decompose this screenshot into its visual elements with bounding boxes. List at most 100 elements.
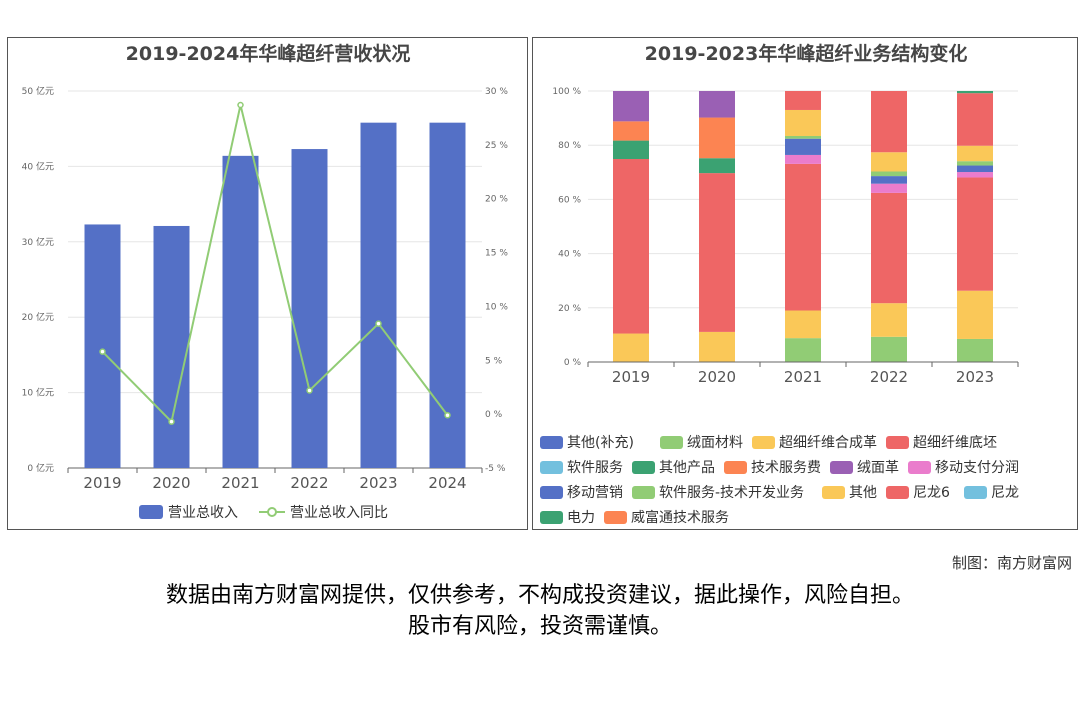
- legend-label: 电力: [567, 510, 595, 526]
- stack-segment: [871, 152, 907, 172]
- stack-segment: [957, 161, 993, 166]
- stack-segment: [871, 183, 907, 193]
- legend-swatch: [660, 436, 683, 449]
- stack-segment: [613, 140, 649, 160]
- stack-segment: [785, 135, 821, 139]
- stack-segment: [699, 173, 735, 332]
- y-right-tick-label: 10 %: [485, 302, 508, 312]
- legend-label-revenue: 营业总收入: [168, 505, 238, 521]
- stack-segment: [871, 336, 907, 362]
- stack-segment: [957, 91, 993, 94]
- y-left-tick-label: 0 亿元: [27, 462, 54, 474]
- revenue-bar: [360, 122, 397, 468]
- stack-segment: [785, 310, 821, 339]
- legend-swatch: [886, 486, 909, 499]
- legend-swatch: [830, 461, 853, 474]
- x-tick-label: 2022: [870, 368, 908, 386]
- yoy-point: [375, 320, 382, 327]
- y-tick-label: 20 %: [558, 304, 581, 314]
- legend-swatch: [822, 486, 845, 499]
- legend-label: 移动支付分润: [935, 460, 1019, 476]
- legend-label: 技术服务费: [751, 460, 821, 476]
- legend-label: 其他产品: [659, 460, 715, 476]
- y-tick-label: 0 %: [564, 358, 582, 368]
- x-tick-label: 2023: [359, 474, 397, 492]
- y-right-tick-label: 0 %: [485, 410, 503, 420]
- stack-segment: [871, 171, 907, 177]
- revenue-bar: [222, 155, 259, 468]
- stack-segment: [613, 333, 649, 362]
- y-tick-label: 40 %: [558, 250, 581, 260]
- stack-segment: [785, 163, 821, 311]
- stack-segment: [957, 172, 993, 178]
- legend-marker-yoy: [267, 507, 277, 517]
- revenue-chart: 2019-2024年华峰超纤营收状况 0 亿元 10 亿元 20 亿元 30 亿元 40 …: [22, 42, 509, 521]
- stack-segment: [785, 109, 821, 136]
- legend-swatch: [752, 436, 775, 449]
- legend-label: 超细纤维底坯: [913, 435, 997, 451]
- legend-swatch: [724, 461, 747, 474]
- legend-swatch: [632, 461, 655, 474]
- legend-swatch: [540, 436, 563, 449]
- stack-segment: [699, 91, 735, 118]
- x-tick-label: 2020: [698, 368, 736, 386]
- stack-segment: [699, 158, 735, 174]
- legend-label: 尼龙6: [913, 485, 950, 501]
- stack-segment: [957, 177, 993, 291]
- legend-swatch: [540, 486, 563, 499]
- revenue-chart-panel: 2019-2024年华峰超纤营收状况 0 亿元 10 亿元 20 亿元 30 亿元 40 …: [7, 37, 528, 530]
- y-right-tick-label: 25 %: [485, 141, 508, 151]
- x-tick-label: 2024: [428, 474, 466, 492]
- x-tick-label: 2019: [83, 474, 121, 492]
- yoy-point: [99, 348, 106, 355]
- stack-segment: [613, 91, 649, 122]
- y-right-tick-label: 20 %: [485, 195, 508, 205]
- y-left-tick-label: 50 亿元: [22, 85, 54, 97]
- y-right-tick-label: 5 %: [485, 356, 503, 366]
- legend-swatch: [632, 486, 655, 499]
- stack-segment: [957, 93, 993, 146]
- y-tick-label: 80 %: [558, 141, 581, 151]
- y-right-tick-label: 15 %: [485, 249, 508, 259]
- stack-segment: [785, 338, 821, 362]
- legend-label: 软件服务: [567, 460, 623, 476]
- stack-segment: [699, 331, 735, 362]
- stack-segment: [785, 154, 821, 164]
- x-tick-label: 2023: [956, 368, 994, 386]
- disclaimer-line-1: 数据由南方财富网提供，仅供参考，不构成投资建议，据此操作，风险自担。: [165, 583, 914, 608]
- stack-segment: [957, 338, 993, 362]
- revenue-bar: [429, 122, 466, 468]
- business-structure-chart: 2019-2023年华峰超纤业务结构变化 0 % 20 % 40 % 60 % 80 % 1…: [540, 42, 1019, 526]
- stack-segment: [871, 303, 907, 337]
- chart-title: 2019-2024年华峰超纤营收状况: [126, 42, 411, 65]
- structure-chart-panel: 2019-2023年华峰超纤业务结构变化 0 % 20 % 40 % 60 % 80 % 1…: [532, 37, 1078, 530]
- legend-label: 绒面材料: [687, 435, 743, 451]
- y-right-tick-label: 30 %: [485, 87, 508, 97]
- x-tick-label: 2021: [784, 368, 822, 386]
- stack-segment: [871, 91, 907, 153]
- stack-segment: [957, 165, 993, 173]
- legend-swatch: [540, 511, 563, 524]
- yoy-point: [306, 387, 313, 394]
- legend-label-yoy: 营业总收入同比: [290, 505, 388, 521]
- x-tick-label: 2020: [152, 474, 190, 492]
- legend-swatch: [886, 436, 909, 449]
- stack-segment: [699, 117, 735, 159]
- legend-label: 尼龙: [991, 485, 1019, 501]
- stack-segment: [613, 159, 649, 334]
- revenue-bar: [153, 225, 190, 468]
- stack-segment: [871, 192, 907, 304]
- disclaimer-line-2: 股市有风险，投资需谨慎。: [407, 614, 672, 639]
- revenue-bar: [291, 149, 328, 469]
- y-left-tick-label: 20 亿元: [22, 311, 54, 323]
- yoy-point: [237, 101, 244, 109]
- legend-swatch: [604, 511, 627, 524]
- legend-swatch-revenue: [139, 505, 163, 519]
- legend-label: 其他(补充): [567, 435, 634, 451]
- y-left-tick-label: 40 亿元: [22, 160, 54, 172]
- stack-segment: [785, 91, 821, 110]
- revenue-bar: [84, 224, 121, 468]
- stack-segment: [957, 290, 993, 339]
- legend-swatch: [908, 461, 931, 474]
- y-right-tick-label: -5 %: [485, 464, 506, 474]
